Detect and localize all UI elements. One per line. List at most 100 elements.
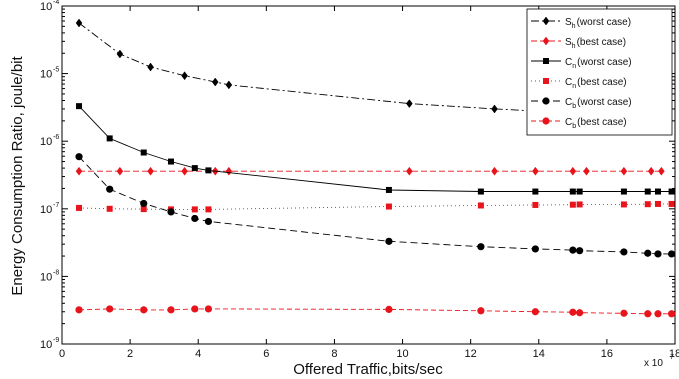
y-tick-base: 10 bbox=[40, 1, 52, 13]
data-point bbox=[75, 166, 83, 176]
data-point bbox=[191, 305, 199, 313]
series-line bbox=[78, 203, 672, 210]
data-point bbox=[181, 166, 188, 176]
data-point bbox=[569, 246, 577, 254]
data-point bbox=[205, 167, 212, 174]
data-point bbox=[385, 203, 392, 210]
data-point bbox=[106, 305, 114, 313]
y-tick-base: 10 bbox=[40, 271, 52, 283]
data-point bbox=[140, 149, 147, 156]
data-point bbox=[205, 206, 212, 213]
data-point bbox=[477, 188, 484, 195]
x-tick-label: 4 bbox=[195, 348, 201, 360]
data-point bbox=[116, 166, 124, 176]
series-0 bbox=[75, 18, 539, 116]
data-point bbox=[491, 166, 498, 176]
data-point bbox=[225, 80, 233, 90]
x-multiplier-base: x 10 bbox=[644, 358, 663, 369]
data-point bbox=[204, 217, 213, 226]
data-point bbox=[75, 153, 83, 161]
legend-label: Sh(worst case) bbox=[565, 17, 631, 30]
data-point bbox=[532, 166, 539, 176]
series-1 bbox=[75, 166, 665, 176]
y-tick-label: 10 -5 bbox=[40, 67, 59, 81]
data-point bbox=[667, 310, 676, 318]
y-tick-exp: -4 bbox=[53, 0, 59, 6]
legend-label: Cb(best case) bbox=[565, 117, 627, 130]
legend-entry: Cb(best case) bbox=[531, 117, 627, 130]
data-point bbox=[654, 200, 661, 207]
data-point bbox=[532, 201, 539, 208]
data-point bbox=[106, 185, 114, 193]
data-point bbox=[385, 237, 393, 245]
x-tick-label: 0 bbox=[59, 348, 65, 360]
y-axis-title: Energy Consumption Ratio, joule/bit bbox=[9, 56, 26, 296]
data-point bbox=[654, 188, 661, 195]
data-point bbox=[569, 308, 577, 316]
data-point bbox=[211, 77, 219, 87]
data-point bbox=[620, 188, 627, 195]
y-tick-label: 10 -8 bbox=[40, 269, 59, 283]
legend-marker bbox=[543, 58, 549, 64]
data-point bbox=[181, 71, 188, 81]
data-point bbox=[654, 250, 662, 258]
data-point bbox=[191, 214, 199, 223]
data-point bbox=[569, 166, 577, 176]
data-point bbox=[477, 307, 485, 315]
data-point bbox=[140, 206, 147, 213]
y-tick-label: 10 -9 bbox=[40, 337, 59, 351]
data-point bbox=[140, 306, 148, 314]
legend-label: Sh(best case) bbox=[565, 37, 626, 50]
y-tick-base: 10 bbox=[40, 136, 52, 148]
data-point bbox=[583, 166, 590, 176]
data-point bbox=[620, 166, 628, 176]
data-point bbox=[147, 166, 154, 176]
data-point bbox=[658, 166, 665, 176]
data-point bbox=[654, 310, 662, 318]
legend-marker bbox=[543, 78, 549, 84]
data-point bbox=[76, 204, 83, 211]
data-point bbox=[620, 309, 628, 317]
x-tick-label: 12 bbox=[465, 348, 477, 360]
x-tick-label: 2 bbox=[127, 348, 133, 360]
data-point bbox=[106, 205, 113, 212]
data-point bbox=[491, 104, 498, 114]
x-tick-label: 18 bbox=[669, 348, 679, 360]
data-point bbox=[167, 208, 175, 216]
x-axis-title: Offered Traffic,bits/sec bbox=[293, 361, 443, 378]
y-tick-label: 10 -6 bbox=[40, 134, 59, 148]
data-point bbox=[576, 309, 584, 317]
y-tick-exp: -8 bbox=[53, 269, 59, 276]
data-point bbox=[620, 248, 628, 256]
data-point bbox=[647, 166, 655, 176]
data-point bbox=[385, 186, 392, 193]
data-point bbox=[668, 188, 675, 195]
data-point bbox=[569, 201, 576, 208]
data-point bbox=[140, 199, 148, 208]
legend: Sh(worst case) Sh(best case) Cn(worst case… bbox=[526, 8, 673, 136]
data-point bbox=[204, 305, 213, 313]
series-5 bbox=[75, 305, 676, 318]
x-tick-label: 6 bbox=[263, 348, 269, 360]
data-point bbox=[385, 305, 393, 313]
legend-marker bbox=[542, 97, 550, 105]
data-point bbox=[569, 188, 576, 195]
y-tick-exp: -9 bbox=[53, 337, 59, 344]
data-point bbox=[644, 201, 651, 208]
legend-marker bbox=[542, 36, 550, 46]
legend-marker bbox=[542, 117, 550, 125]
y-tick-label: 10 -7 bbox=[40, 202, 59, 216]
data-point bbox=[406, 166, 413, 176]
x-tick-label: 14 bbox=[533, 348, 545, 360]
y-tick-base: 10 bbox=[40, 204, 52, 216]
x-multiplier: x 10 7 bbox=[644, 354, 674, 369]
data-point bbox=[667, 250, 676, 258]
data-point bbox=[576, 247, 584, 255]
data-point bbox=[106, 135, 113, 142]
legend-entry: Cn(best case) bbox=[531, 77, 627, 90]
data-point bbox=[406, 99, 413, 109]
legend-label: Cn(worst case) bbox=[565, 57, 632, 70]
series-2 bbox=[76, 103, 675, 195]
